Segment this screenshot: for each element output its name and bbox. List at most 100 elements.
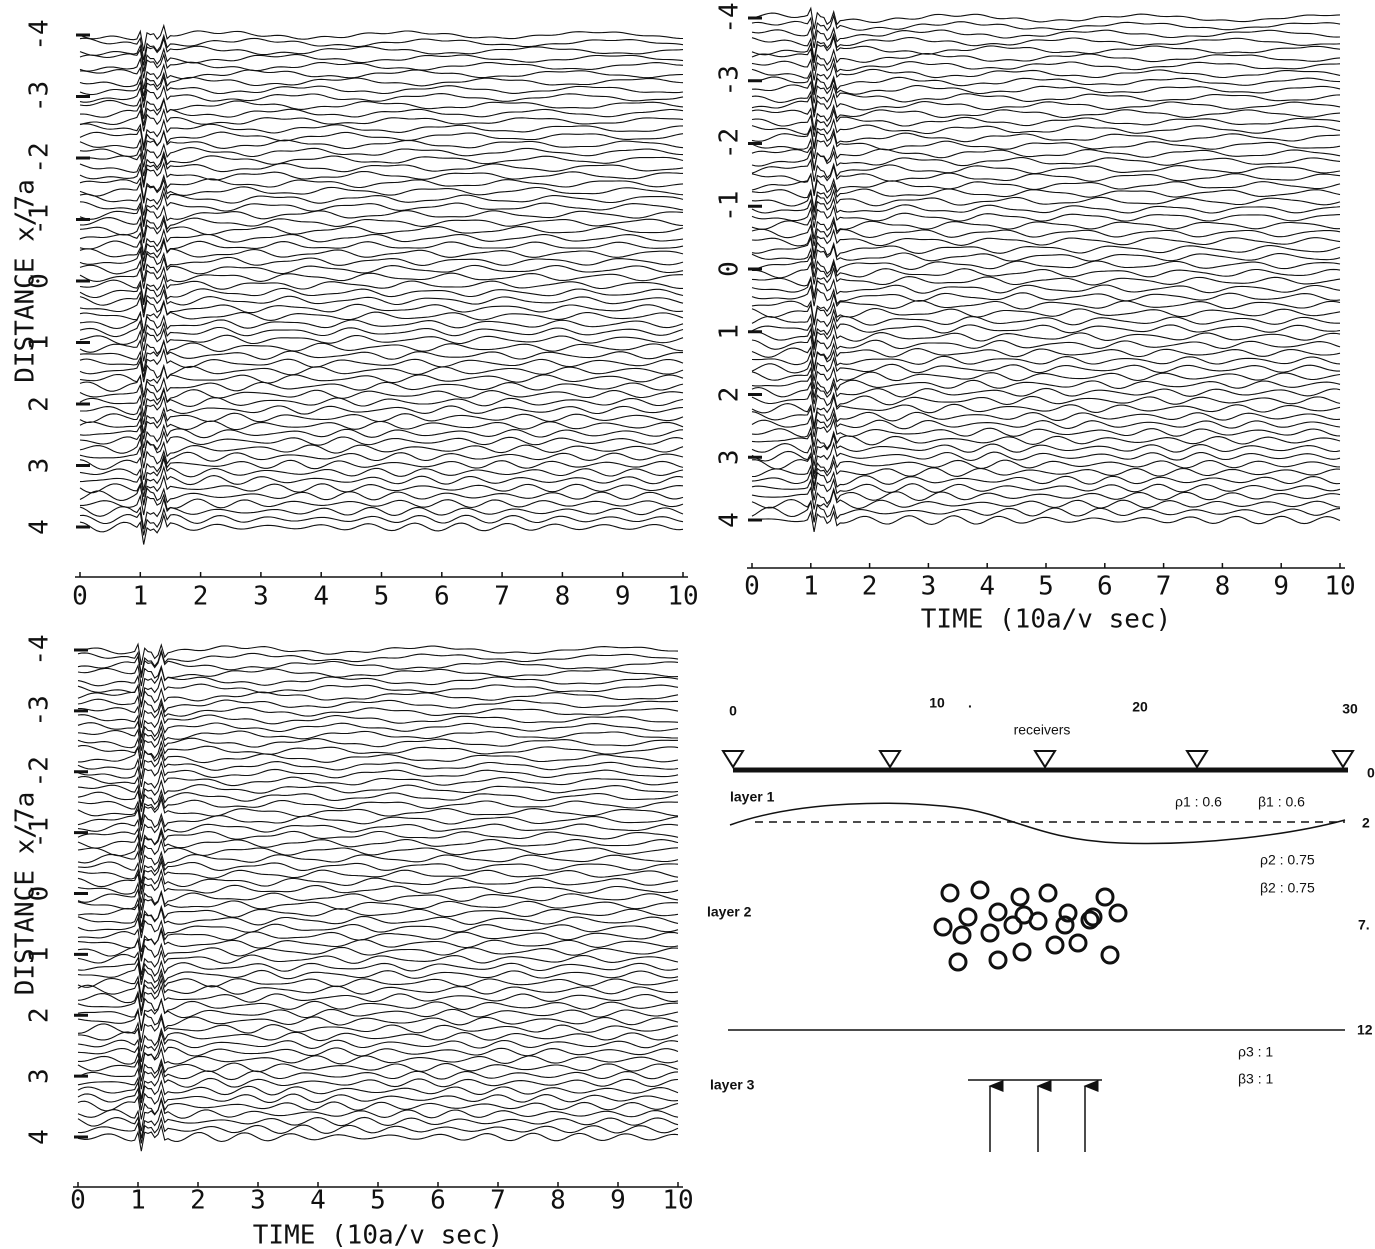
x-tick-label: 7: [1156, 572, 1172, 602]
y-tick-label: -3: [25, 81, 55, 112]
trace: [77, 1026, 679, 1052]
trace: [751, 499, 1341, 522]
x-axis-label: TIME (10a/v sec): [253, 1221, 503, 1249]
trace: [79, 507, 684, 536]
trace: [79, 142, 684, 168]
trace: [77, 1095, 679, 1120]
trace: [77, 793, 678, 823]
layer-property: β1 : 0.6: [1258, 794, 1305, 810]
x-tick-label: 7: [494, 582, 510, 612]
trace: [79, 53, 684, 79]
scatterer: [933, 917, 953, 937]
trace: [751, 315, 1341, 346]
trace: [751, 301, 1341, 326]
scatterers: [933, 880, 1128, 972]
trace: [751, 215, 1340, 240]
y-tick-label: 0: [25, 273, 55, 289]
x-tick-label: 10: [662, 1186, 693, 1216]
layer-property: ρ2 : 0.75: [1260, 852, 1315, 868]
trace: [751, 486, 1341, 510]
trace: [77, 709, 679, 738]
trace: [77, 938, 679, 962]
trace: [79, 423, 684, 449]
trace: [751, 488, 1341, 523]
trace: [77, 1008, 679, 1032]
trace: [77, 1098, 679, 1132]
trace: [77, 739, 679, 769]
trace: [79, 126, 684, 151]
trace: [77, 961, 679, 985]
trace: [79, 327, 684, 351]
trace: [79, 256, 684, 282]
trace: [751, 292, 1341, 324]
x-axis-label: TIME (10a/v sec): [921, 605, 1171, 635]
trace: [751, 322, 1341, 350]
layer-label: layer 2: [707, 904, 752, 920]
trace: [751, 342, 1341, 369]
trace: [79, 338, 684, 362]
trace: [751, 236, 1341, 260]
depth-label: 2: [1362, 815, 1370, 831]
trace: [751, 108, 1341, 137]
x-tick-label: 9: [610, 1186, 626, 1216]
trace: [77, 1116, 679, 1144]
diagram: 0 10 . 20 30 receivers 0 2 7. 12 layer 1…: [707, 695, 1375, 1152]
x-tick-label: 3: [253, 582, 269, 612]
scatterer: [1058, 903, 1078, 923]
trace: [751, 411, 1341, 438]
x-tick-label: 0: [72, 582, 88, 612]
y-tick-label: 4: [715, 512, 745, 528]
trace: [79, 265, 683, 289]
y-tick-label: -4: [715, 2, 745, 33]
x-tick-label: 2: [193, 582, 209, 612]
trace: [751, 164, 1341, 195]
scatterer: [1083, 907, 1103, 927]
scatterer: [980, 923, 1000, 943]
x-tick-label: 0: [70, 1186, 86, 1216]
trace: [751, 158, 1341, 182]
x-tick-label: 2: [190, 1186, 206, 1216]
scatterer: [1038, 883, 1058, 903]
trace: [77, 926, 679, 953]
trace: [79, 161, 684, 188]
y-tick-label: -3: [25, 695, 55, 726]
scatterer: [1108, 903, 1128, 923]
y-tick-label: -2: [25, 142, 55, 173]
trace: [77, 826, 679, 852]
trace: [751, 219, 1341, 247]
trace: [79, 33, 684, 61]
trace: [77, 928, 679, 959]
y-tick-label: 3: [25, 1068, 55, 1084]
scatterer: [1003, 915, 1023, 935]
trace: [751, 204, 1341, 228]
trace: [751, 276, 1341, 299]
trace: [79, 374, 684, 398]
trace: [79, 364, 684, 398]
trace: [77, 972, 679, 998]
trace: [77, 725, 678, 751]
trace: [79, 465, 684, 497]
trace: [77, 997, 679, 1030]
scatterer: [1010, 887, 1030, 907]
trace: [79, 282, 684, 306]
trace: [79, 36, 684, 66]
x-tick-label: 1: [130, 1186, 146, 1216]
x-tick-label: 1: [803, 572, 819, 602]
trace: [751, 188, 1341, 213]
trace: [751, 390, 1341, 413]
trace: [751, 394, 1341, 427]
trace: [751, 25, 1341, 48]
x-tick-label: 6: [1097, 572, 1113, 602]
y-tick-label: -2: [715, 128, 745, 159]
scale-label: 20: [1132, 699, 1148, 715]
trace: [77, 875, 679, 903]
trace: [751, 182, 1341, 211]
x-tick-label: 6: [434, 582, 450, 612]
x-tick-label: 9: [615, 582, 631, 612]
trace: [751, 77, 1341, 104]
trace: [79, 387, 684, 417]
y-tick-label: 1: [25, 947, 55, 963]
trace: [77, 1079, 679, 1104]
